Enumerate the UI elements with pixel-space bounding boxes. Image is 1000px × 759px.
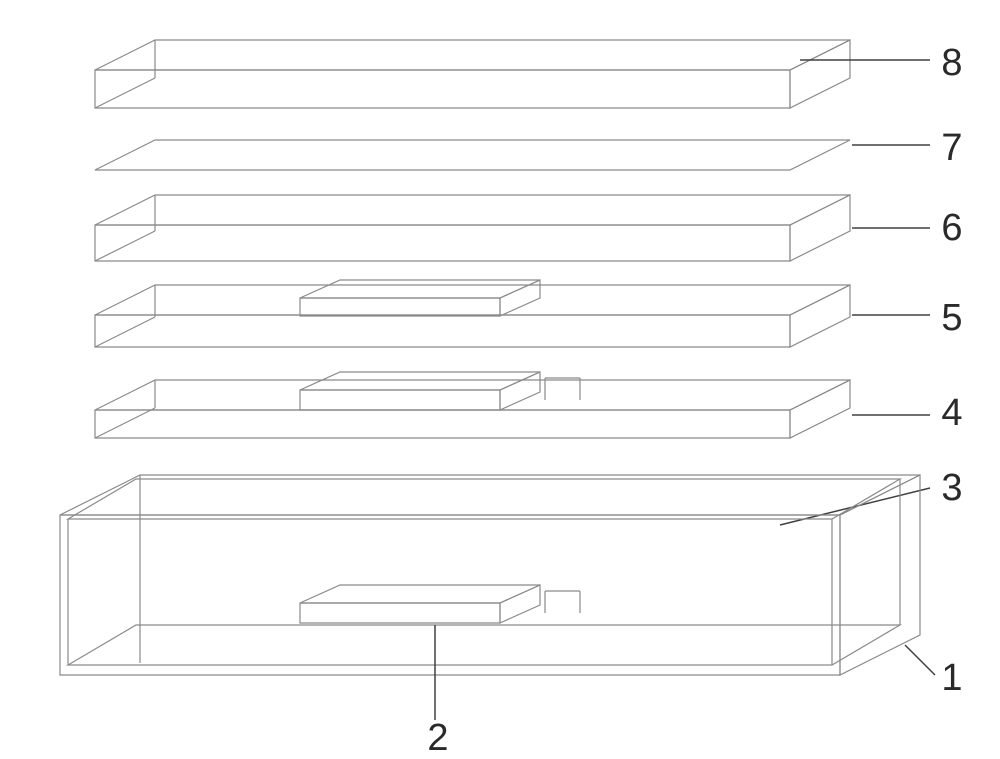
svg-text:7: 7 [941,127,962,169]
svg-text:1: 1 [941,657,962,699]
svg-text:3: 3 [941,467,962,509]
svg-text:5: 5 [941,297,962,339]
svg-text:8: 8 [941,42,962,84]
svg-text:4: 4 [941,392,962,434]
svg-text:6: 6 [941,207,962,249]
svg-text:2: 2 [427,717,448,759]
